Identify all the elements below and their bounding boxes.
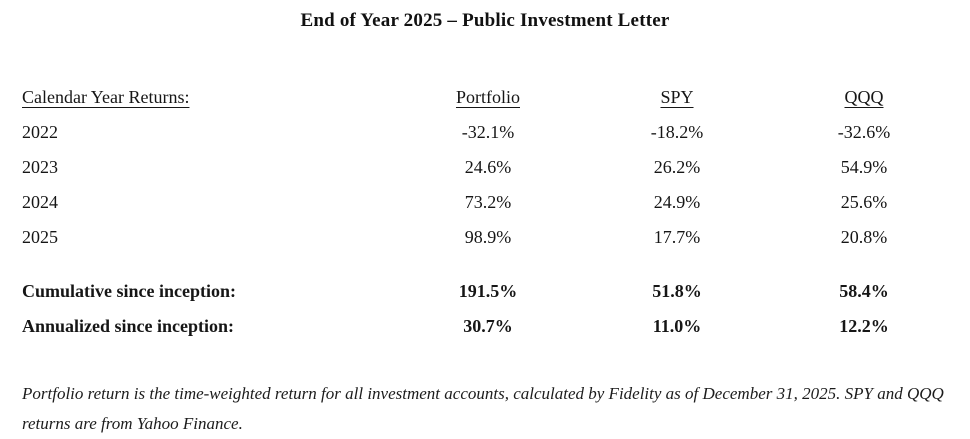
portfolio-annualized-return: 30.7% (463, 316, 513, 336)
table-row-cumulative: Cumulative since inception: 191.5% 51.8%… (22, 274, 965, 309)
investment-letter-page: End of Year 2025 – Public Investment Let… (22, 10, 965, 433)
year-label: 2024 (22, 192, 58, 212)
disclosure-footnote: Portfolio return is the time-weighted re… (22, 384, 944, 433)
spy-return-2023: 26.2% (653, 157, 701, 177)
table-caption-label: Calendar Year Returns: (22, 87, 190, 107)
year-label: 2025 (22, 227, 58, 247)
column-header-qqq: QQQ (844, 87, 884, 107)
portfolio-cumulative-return: 191.5% (458, 281, 518, 301)
year-label: 2022 (22, 122, 58, 142)
table-row-2023: 2023 24.6% 26.2% 54.9% (22, 150, 965, 185)
column-header-spy: SPY (660, 87, 694, 107)
table-header-row: Calendar Year Returns: Portfolio SPY QQQ (22, 80, 965, 115)
page-title: End of Year 2025 – Public Investment Let… (300, 10, 670, 31)
table-row-2022: 2022 -32.1% -18.2% -32.6% (22, 115, 965, 150)
qqq-cumulative-return: 58.4% (839, 281, 889, 301)
portfolio-return-2023: 24.6% (464, 157, 512, 177)
spy-return-2022: -18.2% (650, 122, 704, 142)
portfolio-return-2024: 73.2% (464, 192, 512, 212)
portfolio-return-2025: 98.9% (464, 227, 512, 247)
table-row-annualized: Annualized since inception: 30.7% 11.0% … (22, 309, 965, 344)
spy-return-2025: 17.7% (653, 227, 701, 247)
spy-annualized-return: 11.0% (652, 316, 702, 336)
year-label: 2023 (22, 157, 58, 177)
qqq-return-2023: 54.9% (840, 157, 888, 177)
spy-cumulative-return: 51.8% (652, 281, 702, 301)
qqq-return-2025: 20.8% (840, 227, 888, 247)
column-header-portfolio: Portfolio (455, 87, 520, 107)
table-row-2024: 2024 73.2% 24.9% 25.6% (22, 185, 965, 220)
qqq-return-2024: 25.6% (840, 192, 888, 212)
annualized-label: Annualized since inception: (22, 316, 235, 336)
table-row-2025: 2025 98.9% 17.7% 20.8% (22, 220, 965, 255)
spy-return-2024: 24.9% (653, 192, 701, 212)
portfolio-return-2022: -32.1% (461, 122, 515, 142)
qqq-annualized-return: 12.2% (839, 316, 889, 336)
calendar-year-returns-table: Calendar Year Returns: Portfolio SPY QQQ… (22, 80, 965, 344)
cumulative-label: Cumulative since inception: (22, 281, 236, 301)
table-spacer-row (22, 255, 965, 274)
table-caption-cell: Calendar Year Returns: (22, 80, 385, 115)
qqq-return-2022: -32.6% (837, 122, 891, 142)
